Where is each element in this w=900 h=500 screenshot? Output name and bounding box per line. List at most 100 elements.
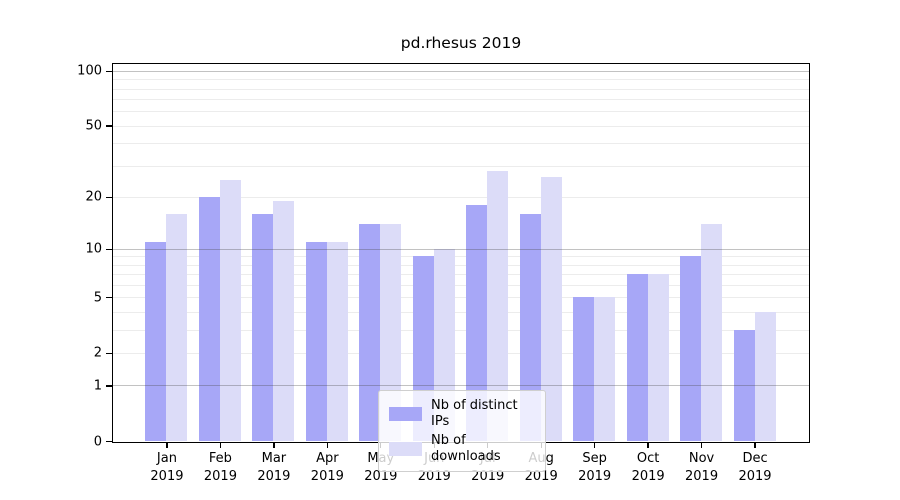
x-tick-year: 2019 [631,469,665,485]
x-tick-label-nov: Nov 2019 [685,450,718,486]
x-tick-year: 2019 [364,469,398,485]
gridline-minor-3 [113,329,809,331]
legend-item-downloads: Nb of downloads [379,431,545,466]
x-tick-month: Mar [261,451,287,466]
y-tick-label-1: 1 [93,378,102,394]
y-tick-label-5: 5 [93,290,102,306]
x-tick-year: 2019 [685,469,719,485]
gridline-minor-4 [113,311,809,313]
y-tick-mark-5 [106,297,112,299]
gridline-minor-5 [113,297,809,299]
bar-jul-distinct-ips [466,204,488,441]
x-tick-month: Dec [742,451,768,466]
gridline-minor-2 [113,352,809,354]
bar-may-downloads [380,223,402,441]
x-tick-month: Nov [688,451,715,466]
gridline-minor-30 [113,165,809,167]
bar-mar-distinct-ips [252,213,274,441]
x-tick-mark-jan [166,443,168,448]
bar-jul-downloads [487,170,509,441]
y-tick-label-10: 10 [85,241,102,257]
gridline-minor-20 [113,196,809,198]
x-tick-year: 2019 [524,469,558,485]
gridline-minor-90 [113,79,809,81]
bar-dec-distinct-ips [733,329,755,441]
bar-may-distinct-ips [359,223,381,441]
x-tick-label-apr: Apr 2019 [311,450,344,486]
bar-aug-distinct-ips [519,213,541,441]
x-tick-label-jan: Jan 2019 [150,450,183,486]
x-tick-month: Sep [582,451,607,466]
plot-area: Nb of distinct IPs Nb of downloads [112,63,810,473]
legend-label-downloads: Nb of downloads [431,433,501,464]
legend-label-distinct-ips: Nb of distinct IPs [431,398,518,429]
gridline-major-1 [113,385,809,387]
bar-mar-downloads [273,200,295,441]
gridline-minor-40 [113,143,809,145]
x-tick-label-oct: Oct 2019 [632,450,665,486]
x-tick-year: 2019 [310,469,344,485]
x-tick-mark-feb [219,443,222,448]
y-tick-label-100: 100 [77,63,102,79]
bar-feb-downloads [219,179,241,441]
bar-jan-distinct-ips [145,241,167,441]
x-tick-mark-apr [326,443,328,448]
x-tick-label-sep: Sep 2019 [578,450,611,486]
x-tick-month: Apr [316,451,339,466]
y-tick-mark-1 [106,385,112,387]
gridline-minor-9 [113,256,809,258]
x-tick-label-mar: Mar 2019 [257,450,290,486]
x-tick-year: 2019 [578,469,612,485]
x-tick-year: 2019 [471,469,505,485]
bar-nov-downloads [701,223,723,441]
gridline-minor-60 [113,111,809,113]
y-tick-mark-20 [106,196,112,198]
legend-swatch-distinct-ips [389,406,422,421]
gridline-major-10 [113,248,809,250]
gridline-major-100 [113,70,809,72]
x-tick-year: 2019 [257,469,291,485]
x-tick-year: 2019 [738,469,772,485]
minor-gridlines-layer [113,64,809,442]
x-tick-month: Oct [636,451,660,466]
gridline-minor-6 [113,284,809,286]
gridline-minor-50 [113,125,809,127]
bar-feb-distinct-ips [198,196,220,441]
y-tick-label-20: 20 [85,189,102,205]
y-tick-label-2: 2 [93,345,102,361]
x-tick-month: Jan [156,451,177,466]
y-tick-mark-10 [106,248,112,250]
x-tick-year: 2019 [203,469,237,485]
bar-apr-downloads [326,241,348,441]
x-tick-mark-nov [700,443,703,448]
bar-apr-distinct-ips [305,241,327,441]
legend: Nb of distinct IPs Nb of downloads [378,390,546,473]
legend-swatch-downloads [389,441,422,456]
x-tick-year: 2019 [150,469,184,485]
y-tick-label-0: 0 [93,434,102,449]
gridline-minor-8 [113,264,809,266]
bars-layer [113,64,809,442]
bar-dec-downloads [754,311,776,441]
x-tick-mark-mar [273,443,275,448]
gridline-minor-80 [113,88,809,90]
bar-sep-downloads [594,297,616,441]
x-tick-mark-dec [754,443,756,448]
bar-jan-downloads [166,213,188,441]
y-tick-label-50: 50 [85,118,102,134]
x-tick-mark-sep [594,443,596,448]
bar-sep-distinct-ips [573,297,595,441]
bar-oct-distinct-ips [626,274,648,441]
x-tick-label-dec: Dec 2019 [738,450,771,486]
y-tick-mark-0 [106,440,112,443]
y-tick-mark-100 [106,70,112,72]
legend-item-distinct-ips: Nb of distinct IPs [379,396,545,431]
bar-nov-distinct-ips [680,256,702,441]
y-tick-mark-2 [106,352,112,355]
gridline-minor-7 [113,274,809,276]
chart-title: pd.rhesus 2019 [400,34,522,52]
gridline-minor-70 [113,99,809,101]
major-gridlines-layer [113,64,809,442]
x-tick-mark-oct [647,443,649,448]
